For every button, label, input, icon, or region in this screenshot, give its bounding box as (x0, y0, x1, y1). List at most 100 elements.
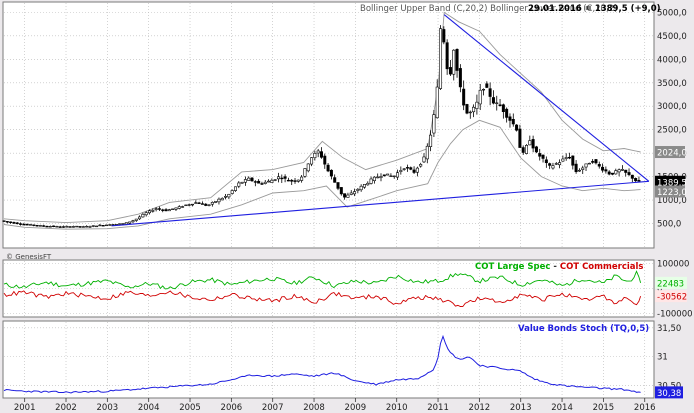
price-bar-body (521, 147, 525, 153)
price-bar-body (594, 159, 598, 164)
price-gridlines (4, 3, 653, 247)
price-bar-body (75, 225, 79, 228)
price-bar-body (290, 179, 294, 182)
price-bar-body (379, 176, 383, 178)
price-y-axis: 5000,04500,04000,03500,03000,02500,02000… (655, 8, 687, 230)
price-bar-body (531, 139, 535, 149)
price-bar-body (237, 182, 241, 187)
x-tick-label: 2004 (138, 403, 160, 413)
price-bar-body (610, 172, 614, 175)
price-bar-body (604, 169, 608, 172)
x-tick-label: 2006 (221, 403, 243, 413)
price-bar-body (273, 179, 277, 181)
price-bar-body (85, 226, 89, 228)
price-bar-body (200, 203, 204, 205)
price-bar-body (362, 184, 366, 188)
price-bar-body (581, 167, 585, 170)
price-bar-body (197, 202, 201, 204)
price-bar-body (319, 151, 323, 158)
price-bar-body (591, 161, 595, 163)
price-bar-body (164, 209, 168, 212)
price-bar-body (405, 167, 409, 169)
price-bar-body (58, 226, 62, 228)
price-bar-body (356, 188, 360, 191)
price-bar-body (455, 48, 459, 71)
x-tick-label: 2016 (634, 403, 656, 413)
price-bar-body (372, 176, 376, 182)
price-bar-body (296, 179, 300, 182)
quote-label: 29.01.2016 = 1389,5 (+9,0) (528, 4, 661, 14)
upper-band-value-box (655, 146, 685, 159)
price-bar-body (326, 164, 330, 172)
price-y-tick-label: 3500,0 (657, 79, 687, 89)
price-bar-body (634, 178, 638, 182)
price-bar-body (419, 164, 423, 167)
price-panel: 5000,04500,04000,03500,03000,02500,02000… (2, 1, 687, 261)
price-bar-body (181, 206, 185, 208)
price-bar-body (214, 201, 218, 203)
price-bar-body (551, 165, 555, 169)
price-bar-body (402, 168, 406, 170)
price-bar-body (280, 177, 284, 180)
x-tick-label: 2012 (469, 403, 491, 413)
price-bar-body (286, 179, 290, 182)
price-bar-body (624, 169, 628, 173)
cot-commercials-line (3, 290, 642, 308)
cot-y-tick-label: 100000 (657, 260, 689, 270)
price-bar-body (88, 226, 92, 228)
cot-y-axis: 100000 0 -100000 22483 -30562 (655, 260, 693, 320)
price-bar-body (95, 225, 99, 228)
price-bar-body (2, 220, 6, 222)
price-bar-body (574, 163, 578, 173)
trendlines (111, 14, 650, 227)
cot-legend-large: COT Large Spec (475, 262, 550, 272)
price-bar-body (425, 145, 429, 160)
cot-large-value-box (655, 276, 687, 289)
price-bars (2, 25, 641, 229)
lower-bollinger-band (3, 119, 641, 230)
price-bar-body (376, 176, 380, 179)
bonds-series (3, 334, 641, 394)
trendline-1 (111, 180, 649, 227)
price-bar-body (630, 174, 634, 179)
price-bar-body (458, 68, 462, 88)
price-bar-body (508, 116, 512, 121)
cot-comm-value-label: -30562 (657, 293, 687, 303)
cot-series (3, 270, 642, 308)
price-bar-body (224, 196, 228, 198)
price-bar-body (154, 208, 158, 210)
price-bar-body (564, 157, 568, 159)
price-bar-body (561, 158, 565, 162)
price-bar-body (396, 172, 400, 178)
lower-band-value-label: 1223,0 (657, 188, 687, 198)
price-bar-body (187, 204, 191, 206)
price-bar-body (15, 222, 19, 225)
price-bar-body (452, 49, 456, 75)
price-bar-body (349, 192, 353, 195)
value-bonds-stoch-line (3, 334, 641, 394)
price-bar-body (65, 226, 69, 228)
price-bar-body (313, 153, 317, 159)
cot-y-tick-label: 0 (657, 285, 662, 295)
cot-panel: 100000 0 -100000 22483 -30562 COT Large Spec… (2, 259, 693, 320)
price-bar-body (597, 164, 601, 167)
price-bar-body (161, 209, 165, 211)
price-bar-body (505, 108, 509, 118)
price-bar-body (614, 170, 618, 175)
price-bar-body (448, 67, 452, 75)
upper-bollinger-band (3, 11, 641, 224)
upper-band-value-label: 2024,0 (657, 149, 687, 159)
x-tick-label: 2015 (593, 403, 615, 413)
price-bar-body (399, 170, 403, 172)
price-bar-body (55, 226, 59, 228)
price-bar-body (217, 198, 221, 203)
price-y-tick-label: 4500,0 (657, 32, 687, 42)
price-bar-body (601, 166, 605, 171)
price-bar-body (257, 180, 261, 184)
price-bar-body (263, 181, 267, 184)
cot-legend-sep: - (550, 262, 559, 272)
trendline-2 (443, 14, 650, 182)
price-bar-body (227, 193, 231, 198)
